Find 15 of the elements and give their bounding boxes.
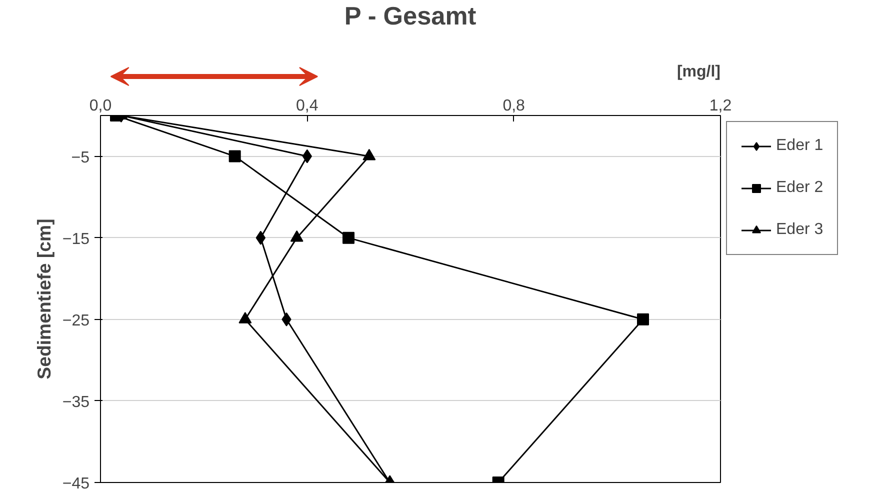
x-tick-label: 1,2 — [709, 98, 732, 114]
y-tick-label: −15 — [62, 230, 90, 248]
x-axis-title: [mg/l] — [676, 63, 720, 80]
legend-label: Eder 1 — [776, 137, 824, 155]
y-tick-label: −45 — [62, 476, 90, 492]
x-tick-label: 0,0 — [89, 98, 112, 114]
y-tick-label: −35 — [62, 394, 90, 411]
y-tick-label: −25 — [62, 312, 90, 330]
y-axis-title: Sedimentiefe [cm] — [33, 218, 54, 380]
y-tick-label: −5 — [71, 149, 90, 166]
legend-label: Eder 2 — [776, 179, 824, 197]
x-tick-label: 0,8 — [502, 98, 526, 114]
x-tick-label: 0,4 — [296, 98, 318, 114]
chart-title: P - Gesamt — [344, 2, 477, 30]
legend-label: Eder 3 — [776, 221, 824, 239]
